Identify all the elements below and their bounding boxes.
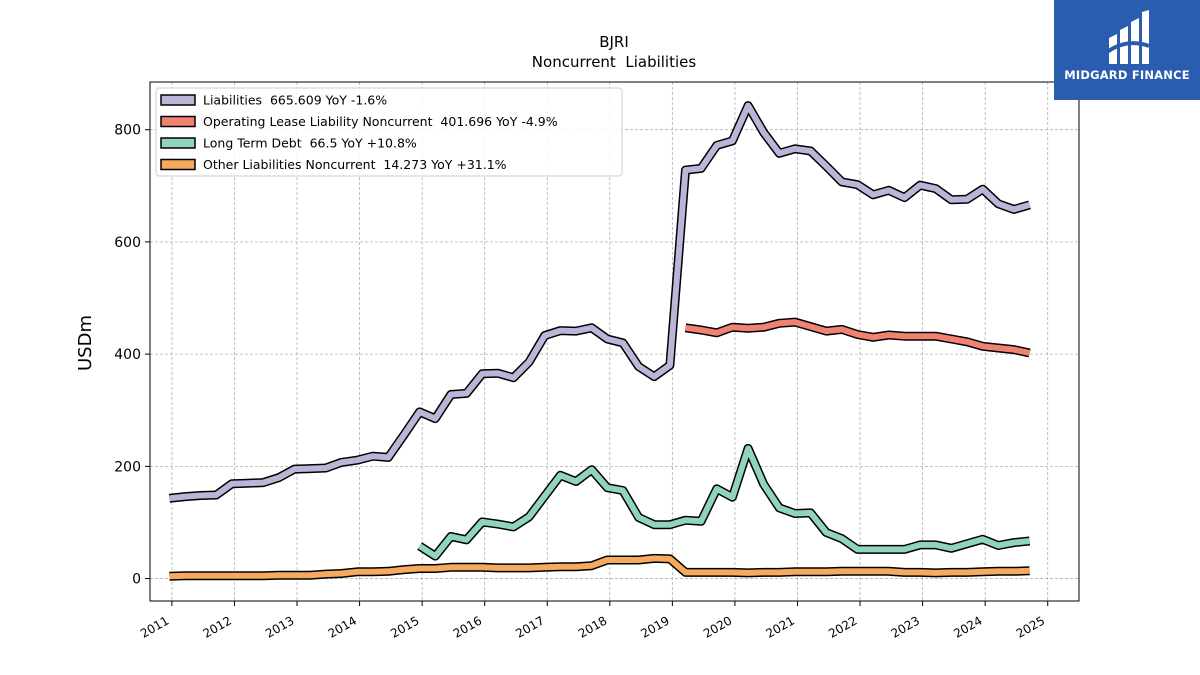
series-core xyxy=(685,319,1031,356)
legend-label: Liabilities 665.609 YoY -1.6% xyxy=(203,93,387,108)
x-tick-label: 2017 xyxy=(513,613,546,640)
brand-logo: MIDGARD FINANCE xyxy=(1054,0,1200,100)
y-tick-label: 800 xyxy=(114,123,141,139)
x-tick-label: 2016 xyxy=(451,613,484,640)
series-line-3 xyxy=(169,553,1030,581)
brand-name: MIDGARD FINANCE xyxy=(1064,68,1190,82)
legend-swatch xyxy=(160,115,196,128)
x-tick-label: 2022 xyxy=(826,613,859,640)
series-core xyxy=(417,445,1030,560)
legend: Liabilities 665.609 YoY -1.6% Operating L… xyxy=(155,87,623,177)
x-tick-label: 2018 xyxy=(576,613,609,640)
x-tick-label: 2015 xyxy=(388,613,421,640)
x-tick-label: 2020 xyxy=(701,613,734,640)
legend-swatch xyxy=(160,137,196,149)
y-tick-label: 600 xyxy=(114,235,141,251)
legend-item-1: Operating Lease Liability Noncurrent 401… xyxy=(160,114,558,129)
legend-label: Operating Lease Liability Noncurrent 401… xyxy=(203,114,558,129)
legend-label: Long Term Debt 66.5 YoY +10.8% xyxy=(203,136,417,151)
x-tick-label: 2011 xyxy=(138,613,171,640)
y-tick-label: 400 xyxy=(114,347,141,363)
x-tick-label: 2021 xyxy=(764,613,797,640)
legend-swatch xyxy=(160,94,196,106)
y-tick-label: 200 xyxy=(114,459,141,475)
series-core xyxy=(169,102,1031,502)
y-tick-label: 0 xyxy=(132,572,141,588)
legend-item-2: Long Term Debt 66.5 YoY +10.8% xyxy=(160,136,417,151)
x-tick-label: 2014 xyxy=(326,613,359,640)
brand-logo-mark-icon xyxy=(1105,10,1150,64)
chart-title: BJRI xyxy=(599,33,629,51)
legend-item-0: Liabilities 665.609 YoY -1.6% xyxy=(160,93,387,108)
series-line-1 xyxy=(684,317,1031,358)
x-tick-label: 2012 xyxy=(201,613,234,640)
series-outline xyxy=(417,443,1031,561)
legend-label: Other Liabilities Noncurrent 14.273 YoY … xyxy=(203,157,507,172)
x-tick-label: 2023 xyxy=(889,613,922,640)
y-axis-label: USDm xyxy=(75,315,96,371)
series-core xyxy=(169,555,1030,580)
x-tick-label: 2025 xyxy=(1014,613,1047,640)
x-tick-label: 2024 xyxy=(951,613,984,640)
series-line-0 xyxy=(168,101,1031,503)
x-tick-label: 2013 xyxy=(263,613,296,640)
plot-frame xyxy=(149,81,1080,602)
legend-item-3: Other Liabilities Noncurrent 14.273 YoY … xyxy=(160,157,507,172)
series-lines xyxy=(168,101,1031,581)
x-tick-label: 2019 xyxy=(638,613,671,640)
series-line-2 xyxy=(417,443,1031,561)
chart-subtitle: Noncurrent Liabilities xyxy=(532,53,697,71)
legend-box xyxy=(155,87,623,177)
legend-swatch xyxy=(160,158,196,171)
